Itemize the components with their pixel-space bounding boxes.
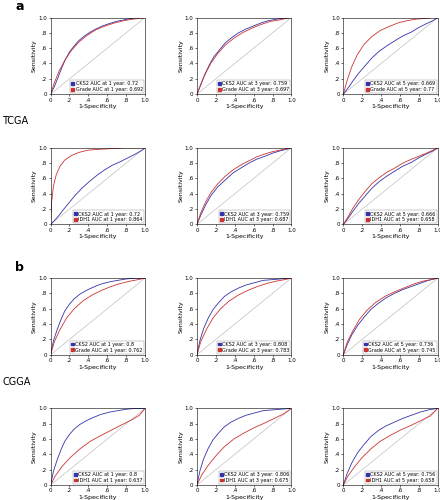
Y-axis label: Sensitivity: Sensitivity [325, 40, 330, 72]
Y-axis label: Sensitivity: Sensitivity [325, 430, 330, 463]
Y-axis label: Sensitivity: Sensitivity [32, 300, 37, 333]
Y-axis label: Sensitivity: Sensitivity [32, 430, 37, 463]
X-axis label: 1-Specificity: 1-Specificity [225, 234, 264, 240]
Legend: CKS2 AUC at 5 year: 0.736, Grade AUC at 5 year: 0.745: CKS2 AUC at 5 year: 0.736, Grade AUC at … [363, 340, 437, 353]
Legend: CKS2 AUC at 1 year: 0.72, IDH1 AUC at 1 year: 0.864: CKS2 AUC at 1 year: 0.72, IDH1 AUC at 1 … [73, 210, 144, 224]
Y-axis label: Sensitivity: Sensitivity [32, 40, 37, 72]
Text: CGGA: CGGA [2, 376, 30, 386]
X-axis label: 1-Specificity: 1-Specificity [79, 234, 117, 240]
Text: a: a [15, 0, 24, 14]
Legend: CKS2 AUC at 1 year: 0.72, Grade AUC at 1 year: 0.692: CKS2 AUC at 1 year: 0.72, Grade AUC at 1… [70, 80, 144, 93]
Legend: CKS2 AUC at 3 year: 0.806, IDH1 AUC at 3 year: 0.675: CKS2 AUC at 3 year: 0.806, IDH1 AUC at 3… [219, 471, 290, 484]
Legend: CKS2 AUC at 5 year: 0.669, Grade AUC at 5 year: 0.77: CKS2 AUC at 5 year: 0.669, Grade AUC at … [365, 80, 437, 93]
Legend: CKS2 AUC at 1 year: 0.8, IDH1 AUC at 1 year: 0.637: CKS2 AUC at 1 year: 0.8, IDH1 AUC at 1 y… [73, 471, 144, 484]
Legend: CKS2 AUC at 3 year: 0.759, IDH1 AUC at 3 year: 0.687: CKS2 AUC at 3 year: 0.759, IDH1 AUC at 3… [219, 210, 290, 224]
Y-axis label: Sensitivity: Sensitivity [325, 300, 330, 333]
Y-axis label: Sensitivity: Sensitivity [178, 300, 183, 333]
X-axis label: 1-Specificity: 1-Specificity [79, 104, 117, 109]
X-axis label: 1-Specificity: 1-Specificity [371, 234, 410, 240]
X-axis label: 1-Specificity: 1-Specificity [79, 495, 117, 500]
X-axis label: 1-Specificity: 1-Specificity [371, 104, 410, 109]
X-axis label: 1-Specificity: 1-Specificity [225, 104, 264, 109]
Text: b: b [15, 261, 24, 274]
X-axis label: 1-Specificity: 1-Specificity [371, 364, 410, 370]
X-axis label: 1-Specificity: 1-Specificity [371, 495, 410, 500]
Y-axis label: Sensitivity: Sensitivity [178, 170, 183, 202]
Y-axis label: Sensitivity: Sensitivity [178, 40, 183, 72]
Y-axis label: Sensitivity: Sensitivity [178, 430, 183, 463]
Text: TCGA: TCGA [2, 116, 28, 126]
X-axis label: 1-Specificity: 1-Specificity [225, 364, 264, 370]
X-axis label: 1-Specificity: 1-Specificity [79, 364, 117, 370]
Legend: CKS2 AUC at 3 year: 0.759, Grade AUC at 3 year: 0.697: CKS2 AUC at 3 year: 0.759, Grade AUC at … [216, 80, 290, 93]
Y-axis label: Sensitivity: Sensitivity [325, 170, 330, 202]
Legend: CKS2 AUC at 5 year: 0.756, IDH1 AUC at 5 year: 0.658: CKS2 AUC at 5 year: 0.756, IDH1 AUC at 5… [365, 471, 437, 484]
Y-axis label: Sensitivity: Sensitivity [32, 170, 37, 202]
X-axis label: 1-Specificity: 1-Specificity [225, 495, 264, 500]
Legend: CKS2 AUC at 1 year: 0.8, Grade AUC at 1 year: 0.762: CKS2 AUC at 1 year: 0.8, Grade AUC at 1 … [70, 340, 144, 353]
Legend: CKS2 AUC at 5 year: 0.666, IDH1 AUC at 5 year: 0.658: CKS2 AUC at 5 year: 0.666, IDH1 AUC at 5… [365, 210, 437, 224]
Legend: CKS2 AUC at 3 year: 0.808, Grade AUC at 3 year: 0.783: CKS2 AUC at 3 year: 0.808, Grade AUC at … [216, 340, 290, 353]
